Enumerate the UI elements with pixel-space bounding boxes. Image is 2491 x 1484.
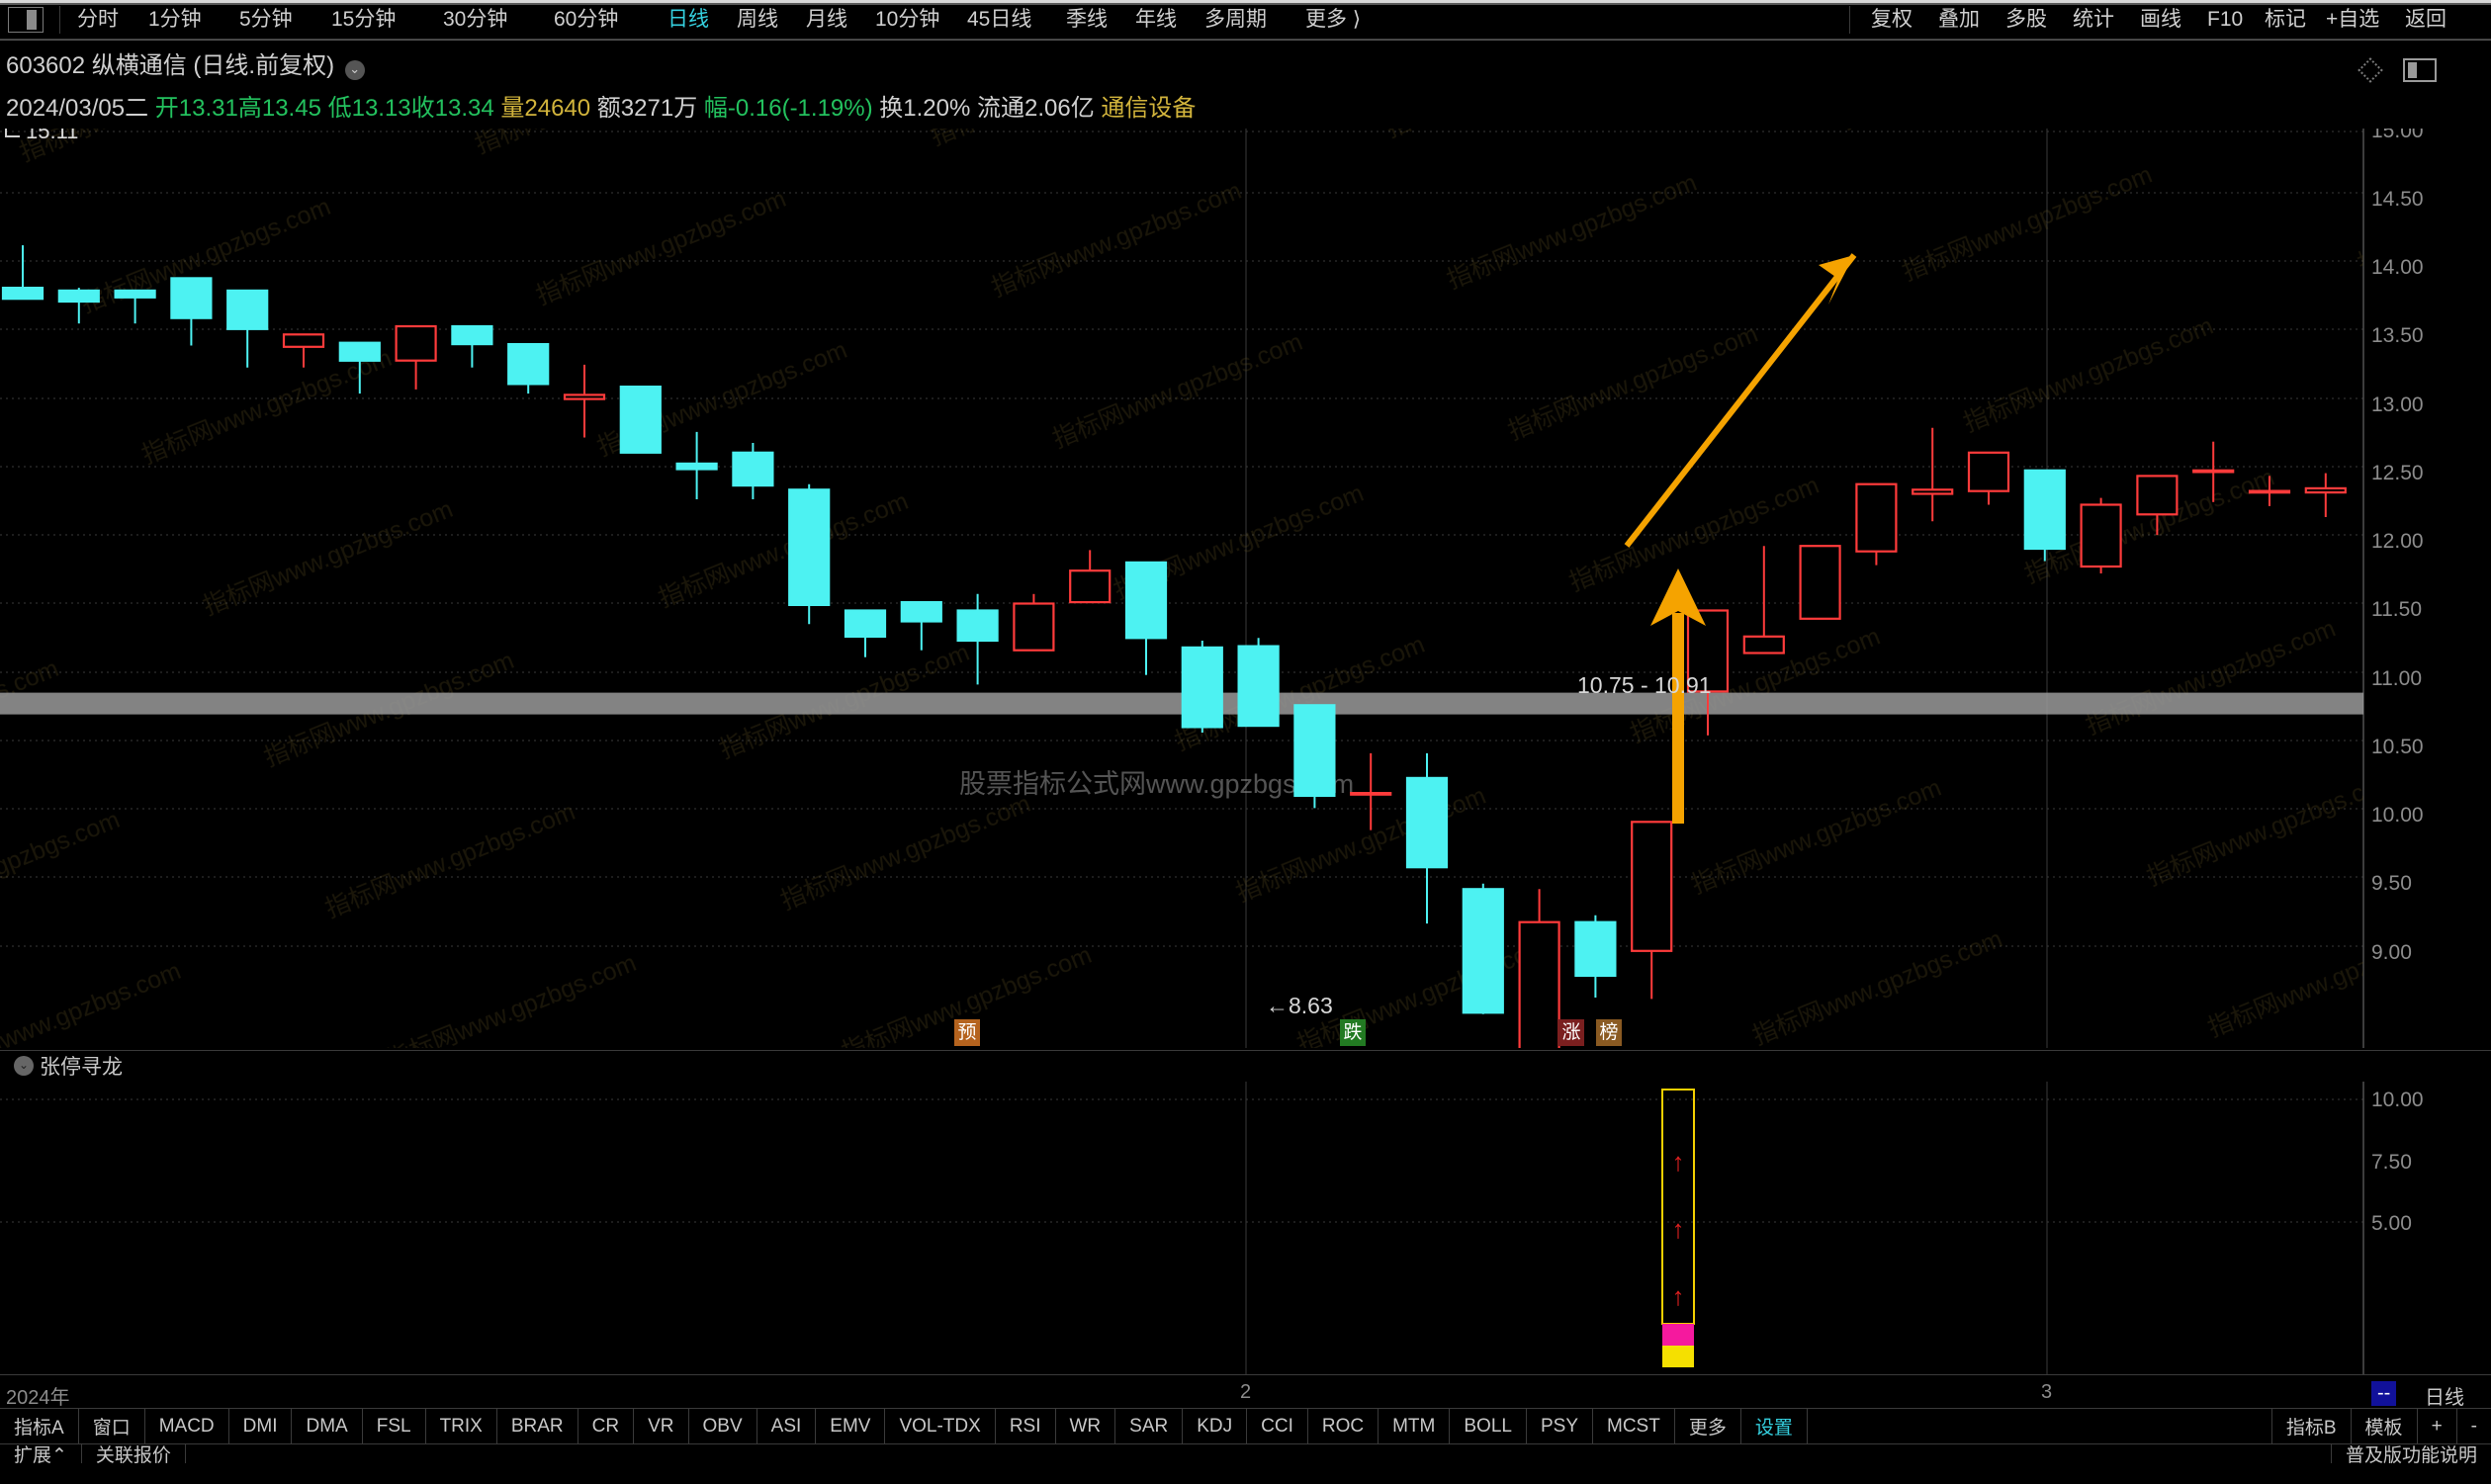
svg-text:↑: ↑ [1672,1214,1685,1244]
svg-text:↑: ↑ [1672,1281,1685,1311]
svg-text:10.75 - 10.91: 10.75 - 10.91 [1577,672,1712,698]
svg-text:预: 预 [957,1021,976,1043]
svg-text:涨: 涨 [1561,1021,1580,1043]
svg-text:跌: 跌 [1343,1021,1362,1043]
svg-text:↑: ↑ [1672,1147,1685,1177]
svg-text:15.11: 15.11 [26,129,78,143]
svg-text:←8.63: ←8.63 [1266,993,1333,1018]
svg-text:榜: 榜 [1599,1021,1618,1043]
